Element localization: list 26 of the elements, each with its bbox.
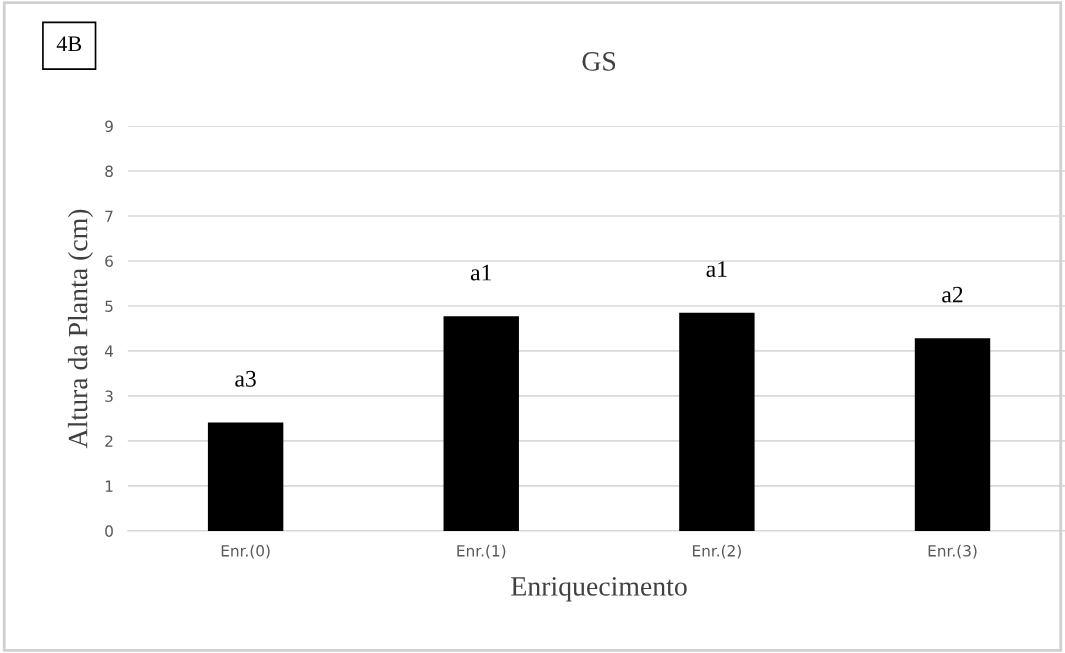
y-tick-label: 6 (105, 255, 113, 267)
annotation: a3 (235, 370, 256, 387)
y-tick-label: 5 (105, 300, 113, 312)
annotation: a1 (706, 261, 727, 277)
bar (914, 338, 991, 531)
annotation: a1 (470, 264, 491, 281)
annotation: a2 (942, 286, 963, 303)
y-tick-label: 2 (105, 435, 113, 447)
x-tick-label: Enr.(2) (693, 544, 741, 559)
x-tick-label: Enr.(3) (928, 544, 977, 559)
y-tick-label: 9 (105, 120, 113, 133)
y-tick-label: 4 (104, 345, 114, 357)
chart-title: GS (582, 52, 616, 71)
y-tick-label: 3 (105, 390, 113, 402)
bar (679, 312, 755, 531)
bar (443, 316, 519, 531)
bar (207, 422, 284, 531)
y-tick-label: 0 (105, 525, 113, 537)
x-axis-title: Enriquecimento (511, 577, 687, 602)
x-tick-label: Enr.(1) (457, 544, 506, 559)
y-tick-label: 8 (105, 165, 113, 178)
y-tick-label: 7 (105, 210, 113, 222)
y-tick-label: 1 (105, 480, 113, 492)
x-tick-label: Enr.(0) (221, 544, 270, 559)
text: 4B (56, 36, 82, 52)
y-axis-title: Altura da Planta (cm) (67, 209, 94, 449)
